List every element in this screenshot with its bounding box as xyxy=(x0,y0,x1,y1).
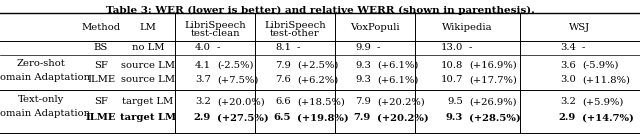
Text: SF: SF xyxy=(94,61,108,69)
Text: (+19.8%): (+19.8%) xyxy=(297,114,349,123)
Text: 3.7: 3.7 xyxy=(195,75,211,84)
Text: 10.7: 10.7 xyxy=(440,75,463,84)
Text: (+6.1%): (+6.1%) xyxy=(377,75,419,84)
Text: (+28.5%): (+28.5%) xyxy=(469,114,521,123)
Text: Zero-shot: Zero-shot xyxy=(17,58,65,67)
Text: 4.1: 4.1 xyxy=(195,61,211,69)
Text: -: - xyxy=(377,44,380,52)
Text: (+14.7%): (+14.7%) xyxy=(582,114,634,123)
Text: (+16.9%): (+16.9%) xyxy=(469,61,516,69)
Text: -: - xyxy=(582,44,586,52)
Text: Wikipedia: Wikipedia xyxy=(442,22,492,32)
Text: 7.9: 7.9 xyxy=(354,114,371,123)
Text: LibriSpeech: LibriSpeech xyxy=(264,21,326,30)
Text: (-2.5%): (-2.5%) xyxy=(217,61,253,69)
Text: BS: BS xyxy=(94,44,108,52)
Text: Method: Method xyxy=(81,22,120,32)
Text: (+20.2%): (+20.2%) xyxy=(377,98,425,106)
Text: 7.9: 7.9 xyxy=(355,98,371,106)
Text: 2.9: 2.9 xyxy=(559,114,576,123)
Text: Domain Adaptation: Domain Adaptation xyxy=(0,109,90,118)
Text: (+5.9%): (+5.9%) xyxy=(582,98,623,106)
Text: ILME: ILME xyxy=(86,114,116,123)
Text: (+20.0%): (+20.0%) xyxy=(217,98,265,106)
Text: Domain Adaptation: Domain Adaptation xyxy=(0,72,90,81)
Text: (+26.9%): (+26.9%) xyxy=(469,98,516,106)
Text: LibriSpeech: LibriSpeech xyxy=(184,21,246,30)
Text: 4.0: 4.0 xyxy=(195,44,211,52)
Text: 9.3: 9.3 xyxy=(445,114,463,123)
Text: (+17.7%): (+17.7%) xyxy=(469,75,517,84)
Text: 3.2: 3.2 xyxy=(195,98,211,106)
Text: ILME: ILME xyxy=(87,75,115,84)
Text: VoxPopuli: VoxPopuli xyxy=(350,22,400,32)
Text: 8.1: 8.1 xyxy=(275,44,291,52)
Text: test-other: test-other xyxy=(270,29,320,38)
Text: (+20.2%): (+20.2%) xyxy=(377,114,429,123)
Text: 3.4: 3.4 xyxy=(560,44,576,52)
Text: (+11.8%): (+11.8%) xyxy=(582,75,630,84)
Text: 9.9: 9.9 xyxy=(355,44,371,52)
Text: 9.3: 9.3 xyxy=(355,75,371,84)
Text: 6.6: 6.6 xyxy=(275,98,291,106)
Text: (+2.5%): (+2.5%) xyxy=(297,61,339,69)
Text: (+6.1%): (+6.1%) xyxy=(377,61,419,69)
Text: -: - xyxy=(217,44,220,52)
Text: 10.8: 10.8 xyxy=(440,61,463,69)
Text: Text-only: Text-only xyxy=(18,95,64,104)
Text: 6.5: 6.5 xyxy=(273,114,291,123)
Text: source LM: source LM xyxy=(121,75,175,84)
Text: 9.3: 9.3 xyxy=(355,61,371,69)
Text: (+6.2%): (+6.2%) xyxy=(297,75,339,84)
Text: 3.6: 3.6 xyxy=(560,61,576,69)
Text: WSJ: WSJ xyxy=(570,22,591,32)
Text: test-clean: test-clean xyxy=(190,29,240,38)
Text: (+27.5%): (+27.5%) xyxy=(217,114,269,123)
Text: 2.9: 2.9 xyxy=(194,114,211,123)
Text: Table 3: WER (lower is better) and relative WERR (shown in parenthesis).: Table 3: WER (lower is better) and relat… xyxy=(106,6,534,15)
Text: (+7.5%): (+7.5%) xyxy=(217,75,259,84)
Text: (-5.9%): (-5.9%) xyxy=(582,61,618,69)
Text: 7.6: 7.6 xyxy=(275,75,291,84)
Text: 9.5: 9.5 xyxy=(447,98,463,106)
Text: LM: LM xyxy=(140,22,156,32)
Text: target LM: target LM xyxy=(120,114,176,123)
Text: 7.9: 7.9 xyxy=(275,61,291,69)
Text: no LM: no LM xyxy=(132,44,164,52)
Text: (+18.5%): (+18.5%) xyxy=(297,98,345,106)
Text: source LM: source LM xyxy=(121,61,175,69)
Text: 3.2: 3.2 xyxy=(560,98,576,106)
Text: -: - xyxy=(297,44,300,52)
Text: 13.0: 13.0 xyxy=(440,44,463,52)
Text: target LM: target LM xyxy=(122,98,173,106)
Text: -: - xyxy=(469,44,472,52)
Text: 3.0: 3.0 xyxy=(560,75,576,84)
Text: SF: SF xyxy=(94,98,108,106)
